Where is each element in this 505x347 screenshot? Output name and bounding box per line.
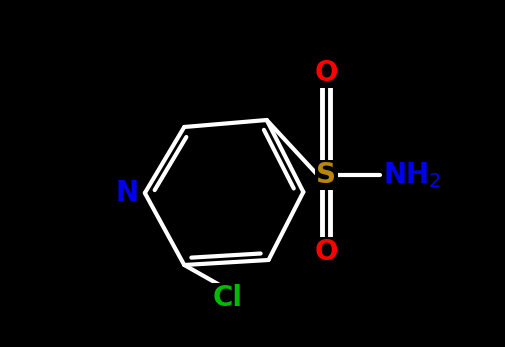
Text: O: O [315, 59, 338, 87]
Text: S: S [316, 161, 336, 189]
Text: O: O [315, 238, 338, 266]
Text: N: N [116, 179, 139, 207]
Text: NH$_2$: NH$_2$ [383, 160, 441, 190]
Text: Cl: Cl [212, 284, 242, 312]
